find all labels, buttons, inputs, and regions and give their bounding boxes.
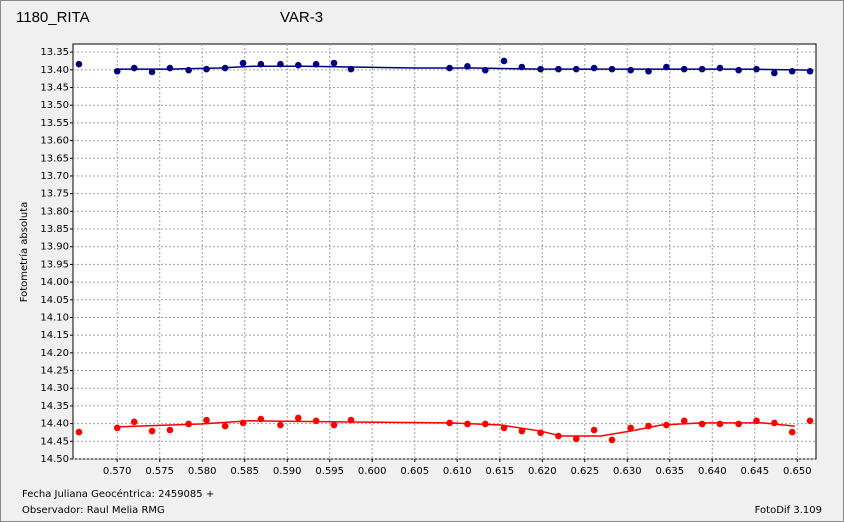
data-point (203, 416, 210, 424)
data-point (148, 427, 156, 435)
data-point (627, 424, 634, 432)
y-tick-label: 14.35 (40, 401, 69, 412)
data-point (716, 420, 724, 428)
y-tick-label: 14.25 (40, 366, 69, 377)
chart-title: 1180_RITA (16, 9, 90, 26)
data-point (239, 59, 247, 67)
y-tick-label: 13.85 (40, 224, 69, 235)
data-point (698, 420, 706, 428)
data-point (771, 419, 778, 427)
data-point (590, 426, 598, 434)
x-tick-label: 0.575 (145, 466, 174, 477)
data-point (166, 64, 174, 72)
data-point (277, 421, 284, 429)
data-point (627, 66, 634, 74)
data-point (130, 64, 138, 72)
data-point (75, 428, 83, 436)
data-point (148, 68, 156, 76)
data-point (788, 428, 796, 436)
data-point (330, 421, 338, 429)
y-tick-label: 13.65 (40, 153, 69, 164)
y-tick-label: 14.30 (40, 383, 69, 394)
data-point (788, 67, 796, 75)
observer: Observador: Raul Melia RMG (22, 505, 165, 516)
x-tick-label: 0.595 (315, 466, 344, 477)
y-tick-label: 13.45 (40, 83, 69, 94)
data-point (330, 59, 338, 67)
data-point (185, 66, 192, 74)
y-tick-label: 14.20 (40, 348, 69, 359)
y-tick-label: 14.05 (40, 295, 69, 306)
y-tick-label: 13.75 (40, 189, 69, 200)
data-point (113, 424, 121, 432)
x-tick-label: 0.635 (655, 466, 684, 477)
y-tick-label: 13.55 (40, 118, 69, 129)
software: FotoDif 3.109 (755, 505, 822, 516)
y-tick-label: 13.70 (40, 171, 69, 182)
chart-subtitle: VAR-3 (280, 9, 323, 26)
y-tick-label: 13.35 (40, 47, 69, 58)
x-tick-label: 0.650 (783, 466, 812, 477)
y-tick-label: 13.60 (40, 136, 69, 147)
data-point (221, 422, 229, 430)
data-point (294, 61, 302, 69)
x-tick-label: 0.630 (613, 466, 642, 477)
data-point (735, 420, 742, 428)
data-point (166, 426, 174, 434)
data-point (806, 67, 814, 75)
data-point (735, 66, 742, 74)
data-point (203, 65, 210, 73)
x-tick-label: 0.640 (698, 466, 727, 477)
x-tick-label: 0.625 (570, 466, 599, 477)
x-tick-label: 0.615 (485, 466, 514, 477)
x-tick-label: 0.605 (400, 466, 429, 477)
y-tick-label: 13.80 (40, 206, 69, 217)
plot-area (72, 43, 817, 460)
data-point (716, 64, 724, 72)
data-point (572, 435, 580, 443)
x-tick-label: 0.590 (273, 466, 302, 477)
fit-line (117, 65, 811, 71)
x-tick-label: 0.580 (188, 466, 217, 477)
data-point (608, 436, 616, 444)
x-tick-label: 0.585 (230, 466, 259, 477)
data-point (312, 417, 320, 425)
y-tick-label: 14.10 (40, 312, 69, 323)
y-tick-label: 13.50 (40, 100, 69, 111)
y-axis-label: Fotometría absoluta (18, 202, 30, 303)
x-tick-label: 0.645 (740, 466, 769, 477)
y-tick-label: 14.50 (40, 454, 69, 465)
y-tick-label: 13.40 (40, 65, 69, 76)
data-point (75, 60, 83, 68)
data-point (771, 69, 778, 77)
x-tick-label: 0.610 (443, 466, 472, 477)
x-tick-label: 0.620 (528, 466, 557, 477)
data-point (500, 57, 508, 65)
y-tick-label: 14.15 (40, 330, 69, 341)
data-point (518, 427, 526, 435)
y-tick-label: 13.95 (40, 259, 69, 270)
y-tick-label: 14.45 (40, 436, 69, 447)
y-tick-label: 13.90 (40, 242, 69, 253)
data-point (590, 64, 598, 72)
x-tick-label: 0.600 (358, 466, 387, 477)
data-point (294, 414, 302, 422)
x-axis-label: Fecha Juliana Geocéntrica: 2459085 + (22, 488, 214, 500)
data-point (806, 417, 814, 425)
x-tick-label: 0.570 (103, 466, 132, 477)
data-point (680, 417, 688, 425)
fit-line (117, 420, 795, 437)
data-point (130, 418, 138, 426)
y-tick-label: 14.40 (40, 419, 69, 430)
y-tick-label: 14.00 (40, 277, 69, 288)
